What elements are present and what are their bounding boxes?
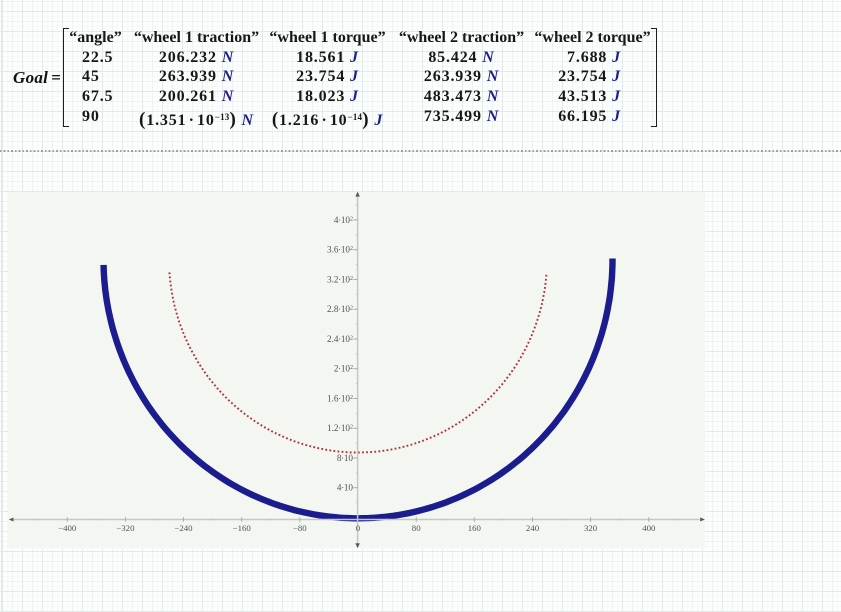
svg-text:80: 80 [412,523,421,533]
svg-text:1.6∙102: 1.6∙102 [327,394,353,404]
svg-text:1.2∙102: 1.2∙102 [327,423,353,433]
svg-text:−160: −160 [233,523,252,533]
svg-text:2.4∙102: 2.4∙102 [327,334,353,344]
svg-text:4∙10: 4∙10 [337,483,353,493]
svg-text:−400: −400 [58,523,77,533]
svg-text:240: 240 [526,523,540,533]
svg-text:−320: −320 [116,523,135,533]
svg-text:4∙102: 4∙102 [334,215,353,225]
svg-text:−80: −80 [293,523,307,533]
svg-text:8∙10: 8∙10 [337,453,353,463]
svg-text:3.6∙102: 3.6∙102 [327,245,353,255]
svg-text:160: 160 [468,523,482,533]
svg-text:320: 320 [584,523,598,533]
svg-text:2.8∙102: 2.8∙102 [327,304,353,314]
svg-text:400: 400 [642,523,656,533]
svg-text:3.2∙102: 3.2∙102 [327,274,353,284]
svg-text:−240: −240 [174,523,193,533]
svg-text:0: 0 [356,523,361,533]
svg-text:2∙102: 2∙102 [334,364,353,374]
